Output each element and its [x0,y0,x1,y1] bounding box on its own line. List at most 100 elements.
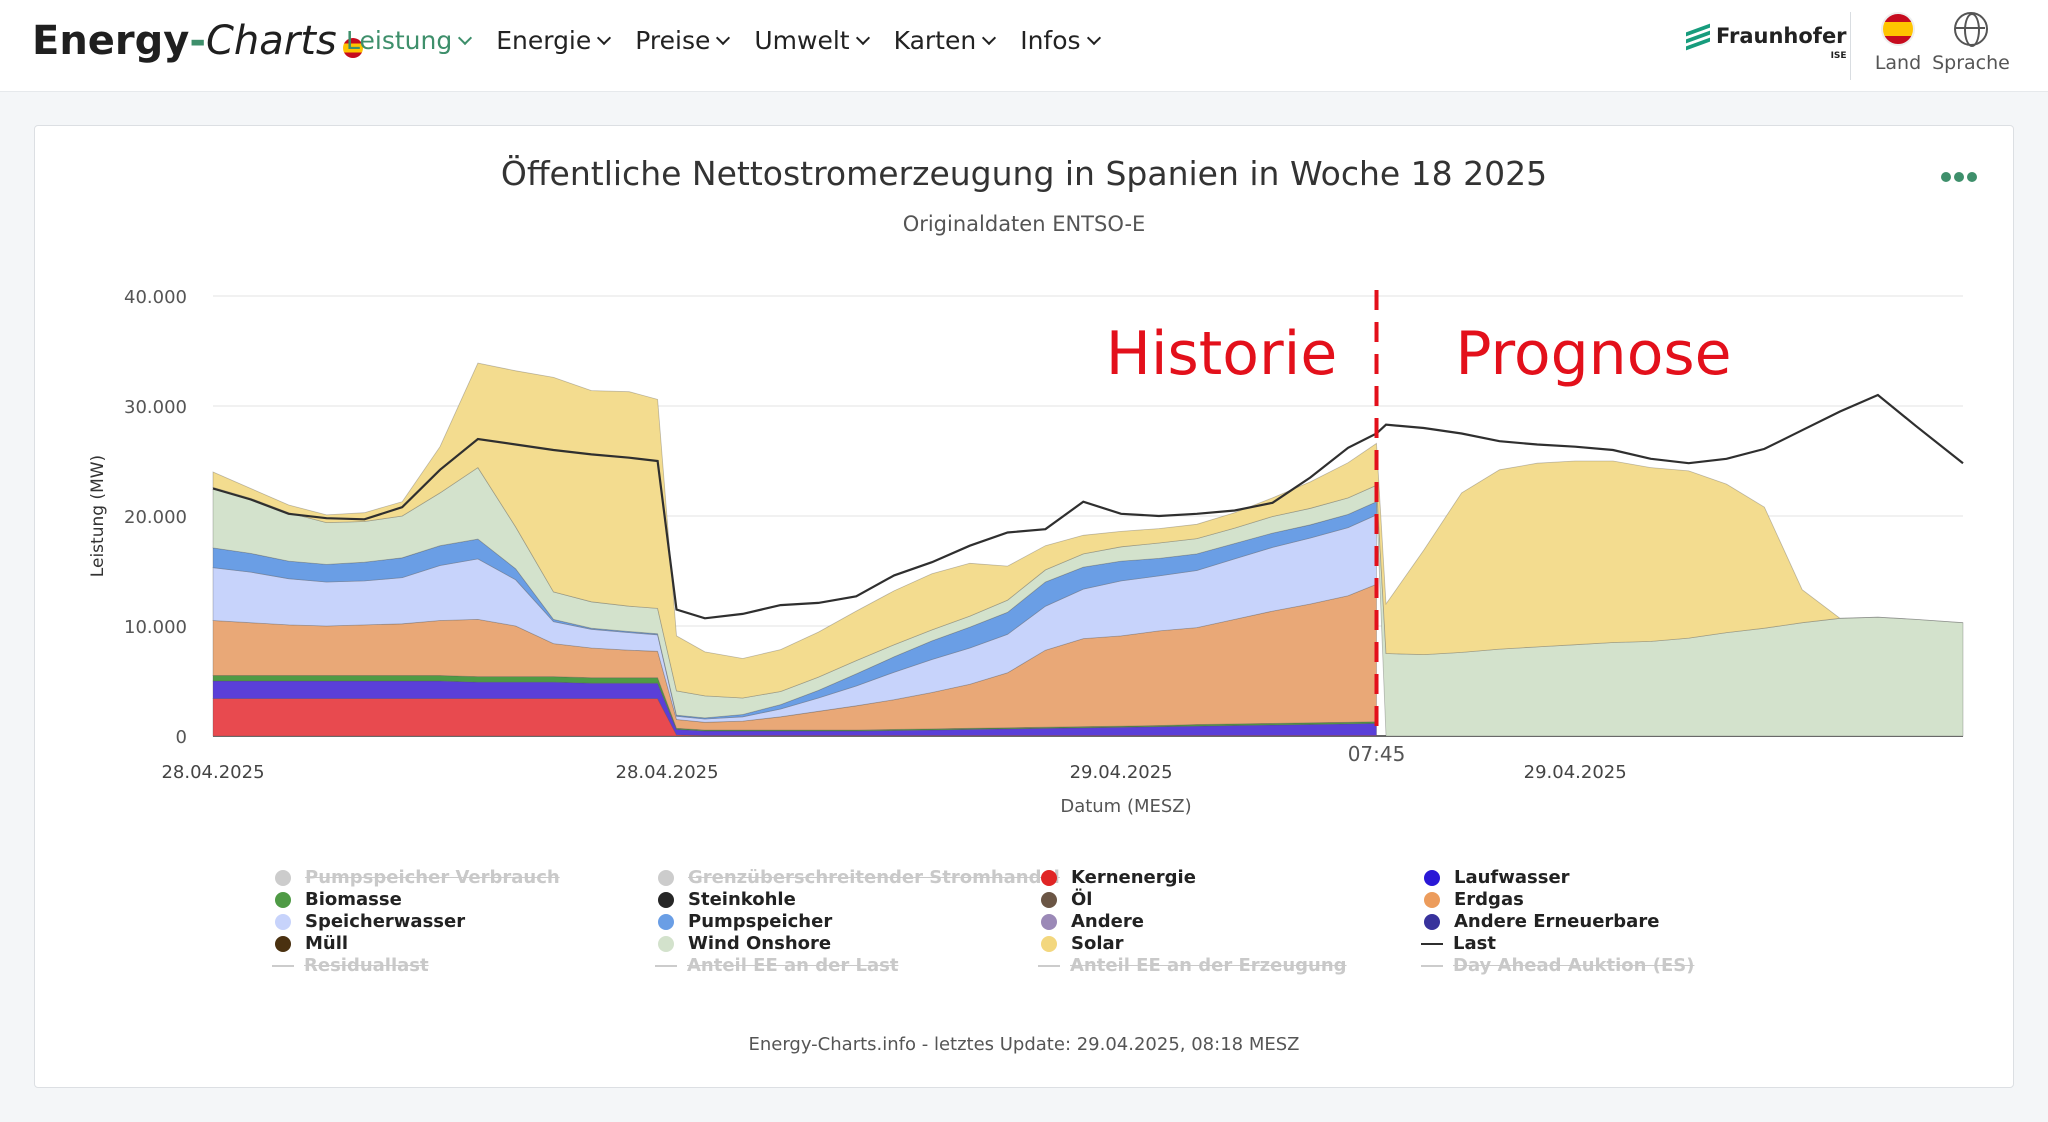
fraunhofer-mark-icon [1686,23,1710,51]
country-button[interactable]: Land [1858,12,1938,74]
legend-dot-marker [275,913,291,930]
fraunhofer-logo[interactable]: Fraunhofer ISE [1686,23,1847,61]
legend-line-marker [1421,964,1443,967]
legend-label: Öl [1071,889,1093,910]
legend-line-marker [1038,964,1060,967]
x-tick-label: 28.04.2025 [616,762,719,783]
legend-item[interactable]: Müll [275,933,348,954]
nav-umwelt[interactable]: Umwelt [754,26,870,55]
legend-label: Solar [1071,933,1124,954]
chevron-down-icon [1086,30,1101,45]
y-tick-label: 40.000 [124,287,187,308]
language-label: Sprache [1932,52,2010,74]
legend-item[interactable]: Biomasse [275,889,402,910]
legend-dot-marker [275,891,291,908]
legend-line-marker [655,964,677,967]
legend-label: Grenzüberschreitender Stromhandel [688,867,1060,888]
globe-icon [1954,12,1988,47]
y-axis-label: Leistung (MW) [88,455,108,577]
nav-label: Leistung [346,26,453,55]
chevron-down-icon [458,30,473,45]
legend-item[interactable]: Laufwasser [1424,867,1570,888]
legend-label: Anteil EE an der Erzeugung [1070,955,1347,976]
prognose-annotation: Prognose [1455,319,1731,389]
legend-dot-marker [1424,891,1440,908]
nav-energie[interactable]: Energie [496,26,612,55]
legend-item[interactable]: Andere Erneuerbare [1424,911,1659,932]
nav-leistung[interactable]: Leistung [346,26,473,55]
legend-label: Pumpspeicher Verbrauch [305,867,560,888]
chart-title: Öffentliche Nettostromerzeugung in Spani… [500,154,1548,193]
legend-label: Erdgas [1454,889,1524,910]
nav-karten[interactable]: Karten [894,26,997,55]
area-solar [212,362,1964,699]
update-footer: Energy-Charts.info - letztes Update: 29.… [748,1034,1300,1055]
spain-flag-icon [342,38,363,58]
legend-dot-marker [275,869,291,886]
legend-label: Pumpspeicher [688,911,833,932]
legend-item[interactable]: Anteil EE an der Erzeugung [1038,955,1347,976]
fraunhofer-name: Fraunhofer [1716,24,1847,48]
legend-item[interactable]: Öl [1041,889,1092,910]
nav-preise[interactable]: Preise [635,26,731,55]
legend-label: Residuallast [304,955,429,976]
chevron-down-icon [716,30,731,45]
legend-item[interactable]: Anteil EE an der Last [655,955,899,976]
main-menu: Leistung Energie Preise Umwelt Karten Infos [346,26,1125,55]
chart-card: Öffentliche Nettostromerzeugung in Spani… [34,125,2014,1088]
legend-label: Steinkohle [688,889,796,910]
chart-menu-button[interactable] [1941,172,1977,182]
legend-label: Müll [305,933,349,954]
legend-item[interactable]: Grenzüberschreitender Stromhandel [658,867,1060,888]
legend-dot-marker [658,935,674,952]
legend-label: Anteil EE an der Last [687,955,899,976]
legend-item[interactable]: Speicherwasser [275,911,465,932]
legend-item[interactable]: Pumpspeicher [658,911,832,932]
legend-item[interactable]: Erdgas [1424,889,1524,910]
legend-item[interactable]: Pumpspeicher Verbrauch [275,867,560,888]
y-tick-label: 10.000 [124,617,187,638]
legend-dot-marker [1041,913,1057,930]
language-button[interactable]: Sprache [1931,12,2011,74]
nav-infos[interactable]: Infos [1020,26,1101,55]
last-line [212,393,1964,620]
x-axis-label: Datum (MESZ) [1060,796,1191,817]
chevron-down-icon [855,30,870,45]
legend-item[interactable]: Wind Onshore [658,933,831,954]
legend-dot-marker [1041,891,1057,908]
fraunhofer-institute: ISE [1830,51,1847,61]
legend-item[interactable]: Andere [1041,911,1144,932]
legend-label: Biomasse [305,889,402,910]
legend-dot-marker [658,869,674,886]
legend-item[interactable]: Steinkohle [658,889,796,910]
x-tick-label: 29.04.2025 [1070,762,1173,783]
legend-label: Speicherwasser [305,911,466,932]
chart-subtitle: Originaldaten ENTSO-E [902,212,1146,236]
legend-label: Wind Onshore [688,933,832,954]
legend-item[interactable]: Residuallast [272,955,429,976]
nav-label: Preise [635,26,711,55]
legend-line-marker [1421,942,1443,945]
logo-text-italic: Charts [205,18,337,64]
legend-item[interactable]: Day Ahead Auktion (ES) [1421,955,1695,976]
legend-label: Andere Erneuerbare [1454,911,1660,932]
legend-label: Day Ahead Auktion (ES) [1453,955,1695,976]
historie-annotation: Historie [1106,319,1338,389]
nav-label: Energie [496,26,592,55]
legend-item[interactable]: Solar [1041,933,1124,954]
legend-dot-marker [1424,913,1440,930]
energy-charts-logo[interactable]: Energy - Charts [32,18,363,64]
y-tick-label: 30.000 [124,397,187,418]
top-navigation-bar: Energy - Charts Leistung Energie Preise Umwel… [0,0,2048,92]
legend-item[interactable]: Kernenergie [1041,867,1196,888]
country-label: Land [1874,52,1922,74]
spain-flag-icon [1881,12,1915,46]
area-wind-onshore [212,467,1964,737]
legend-item[interactable]: Last [1421,933,1496,954]
legend-label: Laufwasser [1454,867,1570,888]
now-time-label: 07:45 [1348,742,1406,766]
logo-text-bold: Energy [32,18,190,64]
logo-text-dash: - [189,18,206,64]
legend-label: Last [1453,933,1496,954]
legend-dot-marker [275,935,291,952]
